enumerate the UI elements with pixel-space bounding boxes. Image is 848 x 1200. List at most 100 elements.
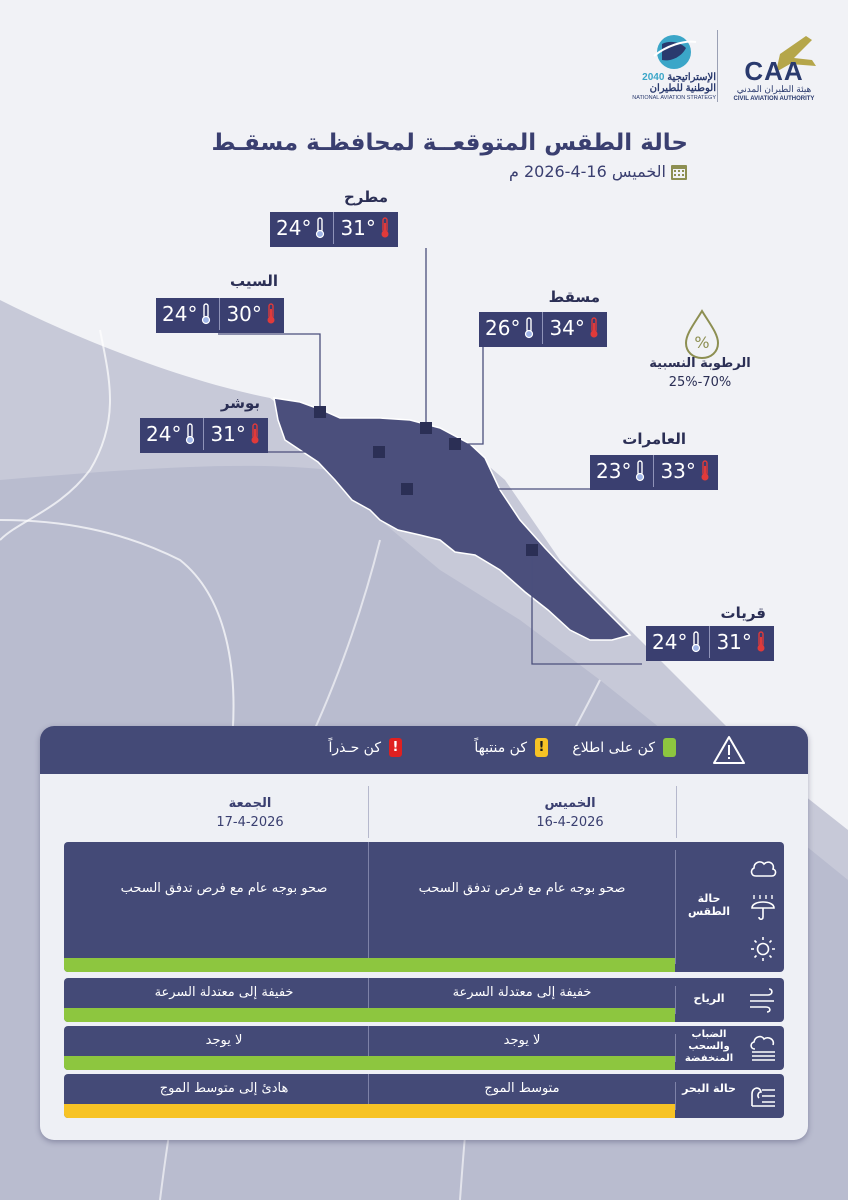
- thermometer-cold-icon: [525, 317, 534, 339]
- boundary-line: [0, 329, 111, 541]
- thermometer-hot-icon: [381, 217, 389, 238]
- temp-box-muscat: 26° 34°: [479, 312, 607, 347]
- wave-icon: [751, 1087, 775, 1107]
- city-markers: [314, 406, 538, 556]
- warning-triangle-icon: [713, 736, 745, 764]
- temp-box-amerat: 23° 33°: [590, 455, 718, 490]
- min-temp-cell: 24°: [646, 626, 709, 658]
- temp-box-mutrah: 24° 31°: [270, 212, 398, 247]
- caa-logo: CAA هيئة الطيران المدني CIVIL AVIATION A…: [728, 58, 820, 103]
- humidity-value: 25%-70%: [668, 375, 732, 390]
- row-fog: لا يوجد لا يوجد الضباب والسحب المنخفضة: [64, 1026, 784, 1070]
- column-divider: [368, 786, 369, 838]
- column-divider: [676, 786, 677, 838]
- column-divider: [368, 842, 369, 958]
- temp-box-bawshar: 24° 31°: [140, 418, 268, 453]
- fog-thursday: لا يوجد: [503, 1033, 541, 1048]
- day-header-thursday: الخميس 16-4-2026: [420, 796, 720, 830]
- thermometer-hot-icon: [757, 631, 765, 652]
- thermometer-cold-icon: [186, 423, 195, 445]
- label-divider: [675, 850, 676, 964]
- min-temp: 26°: [485, 316, 521, 340]
- max-temp: 31°: [716, 630, 752, 654]
- forecast-date: الخميس 16-4-2026 م: [508, 162, 666, 181]
- day-name: الخميس: [544, 796, 596, 811]
- min-temp: 24°: [146, 422, 182, 446]
- label-divider: [675, 1082, 676, 1110]
- min-temp: 24°: [276, 216, 312, 240]
- max-temp: 31°: [340, 216, 376, 240]
- thermometer-hot-icon: [590, 317, 598, 338]
- min-temp-cell: 24°: [156, 298, 219, 330]
- strategy-logo: 2040 الإستراتيجية الوطنية للطيران NATION…: [630, 72, 716, 102]
- caa-name-en: CIVIL AVIATION AUTHORITY: [733, 96, 815, 102]
- max-temp: 31°: [210, 422, 246, 446]
- strategy-line2: الوطنية للطيران: [649, 83, 716, 94]
- row-wind: خفيفة إلى معتدلة السرعة خفيفة إلى معتدلة…: [64, 978, 784, 1022]
- city-name-mutrah: مطرح: [343, 188, 388, 206]
- legend-be-alert: ! كن منتبهاً: [474, 738, 548, 757]
- weather-thursday: صحو بوجه عام مع فرص تدفق السحب: [418, 881, 626, 896]
- level-stripe-green: [64, 1056, 675, 1070]
- humidity-label: الرطوبة النسبية: [649, 356, 751, 371]
- level-stripe-green: [64, 1008, 675, 1022]
- temp-box-qurayyat: 24° 31°: [646, 626, 774, 661]
- row-label: حالة البحر: [682, 1082, 736, 1095]
- date-line: الخميس 16-4-2026 م: [509, 162, 688, 181]
- max-temp-cell: 31°: [203, 418, 267, 450]
- fog-icon: [750, 1035, 775, 1061]
- yellow-level-icon: !: [535, 738, 548, 757]
- strategy-en: NATIONAL AVIATION STRATEGY: [632, 95, 716, 101]
- thermometer-cold-icon: [692, 631, 701, 653]
- min-temp: 23°: [596, 459, 632, 483]
- max-temp-cell: 31°: [709, 626, 773, 658]
- max-temp: 33°: [660, 459, 696, 483]
- strategy-year: 2040: [642, 72, 665, 83]
- calendar-icon: [671, 164, 687, 180]
- max-temp-cell: 31°: [333, 212, 397, 244]
- min-temp: 24°: [652, 630, 688, 654]
- row-label: الضباب والسحب المنخفضة: [684, 1029, 734, 1064]
- globe-icon: [653, 35, 697, 69]
- label-divider: [675, 1034, 676, 1062]
- city-name-qurayyat: قريات: [720, 604, 767, 622]
- day-header-friday: الجمعة 17-4-2026: [100, 796, 400, 830]
- column-divider: [368, 1026, 369, 1056]
- min-temp-cell: 24°: [270, 212, 333, 244]
- max-temp: 30°: [226, 302, 262, 326]
- max-temp-cell: 34°: [542, 312, 606, 344]
- level-stripe-green: [64, 958, 675, 972]
- column-divider: [368, 1074, 369, 1104]
- row-weather: صحو بوجه عام مع فرص تدفق السحب صحو بوجه …: [64, 842, 784, 972]
- caa-abbr: CAA: [744, 56, 804, 86]
- city-name-bawshar: بوشر: [220, 394, 260, 412]
- max-temp-cell: 33°: [653, 455, 717, 487]
- legend-be-informed: كن على اطلاع: [572, 738, 676, 757]
- legend-label: كن على اطلاع: [572, 739, 655, 756]
- thermometer-hot-icon: [267, 303, 275, 324]
- thermometer-cold-icon: [316, 217, 325, 239]
- sun-icon: [751, 937, 775, 961]
- legend-be-cautious: ! كن حـذراً: [328, 738, 402, 757]
- label-divider: [675, 986, 676, 1014]
- city-name-muscat: مسقط: [548, 288, 600, 306]
- warning-legend: كن على اطلاع ! كن منتبهاً ! كن حـذراً: [40, 726, 808, 774]
- temp-box-seeb: 24° 30°: [156, 298, 284, 333]
- weather-friday: صحو بوجه عام مع فرص تدفق السحب: [120, 881, 328, 896]
- fog-friday: لا يوجد: [205, 1033, 243, 1048]
- wind-thursday: خفيفة إلى معتدلة السرعة: [452, 985, 592, 1000]
- header-divider: [717, 30, 718, 102]
- thermometer-hot-icon: [251, 423, 259, 444]
- row-label: الرياح: [693, 992, 725, 1005]
- max-temp: 34°: [549, 316, 585, 340]
- row-label: حالة الطقس: [687, 892, 731, 918]
- city-name-amerat: العامرات: [622, 430, 686, 448]
- thermometer-hot-icon: [701, 460, 709, 481]
- day-date: 17-4-2026: [216, 815, 284, 830]
- wind-icon: [750, 988, 774, 1013]
- page-title: حالة الطقس المتوقعــة لمحافظـة مسقـط: [211, 130, 688, 156]
- max-temp-cell: 30°: [219, 298, 283, 330]
- strategy-line1: الإستراتيجية: [667, 72, 716, 83]
- umbrella-rain-icon: [751, 895, 775, 921]
